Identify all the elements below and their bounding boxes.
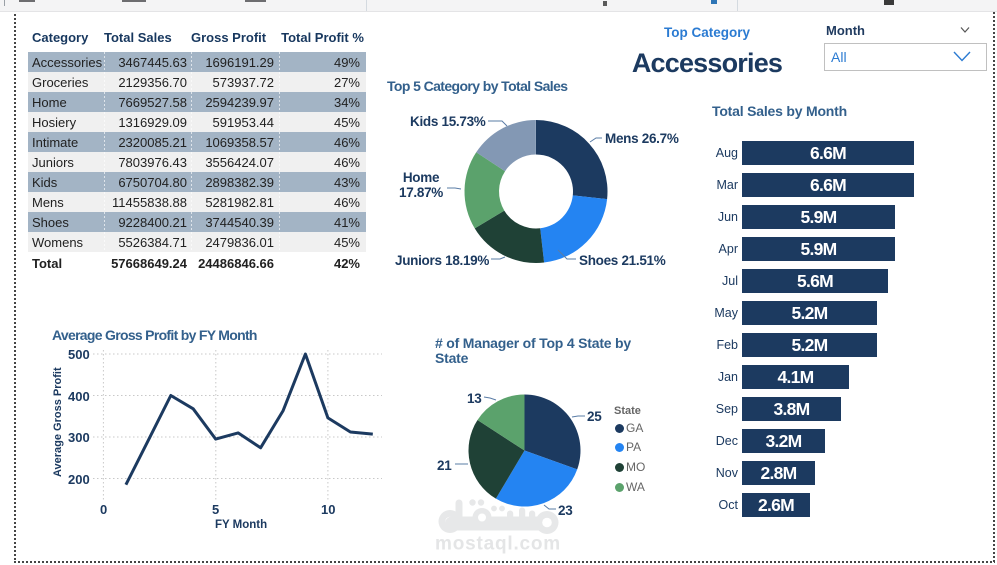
svg-text:mostaql.com: mostaql.com — [436, 534, 560, 555]
